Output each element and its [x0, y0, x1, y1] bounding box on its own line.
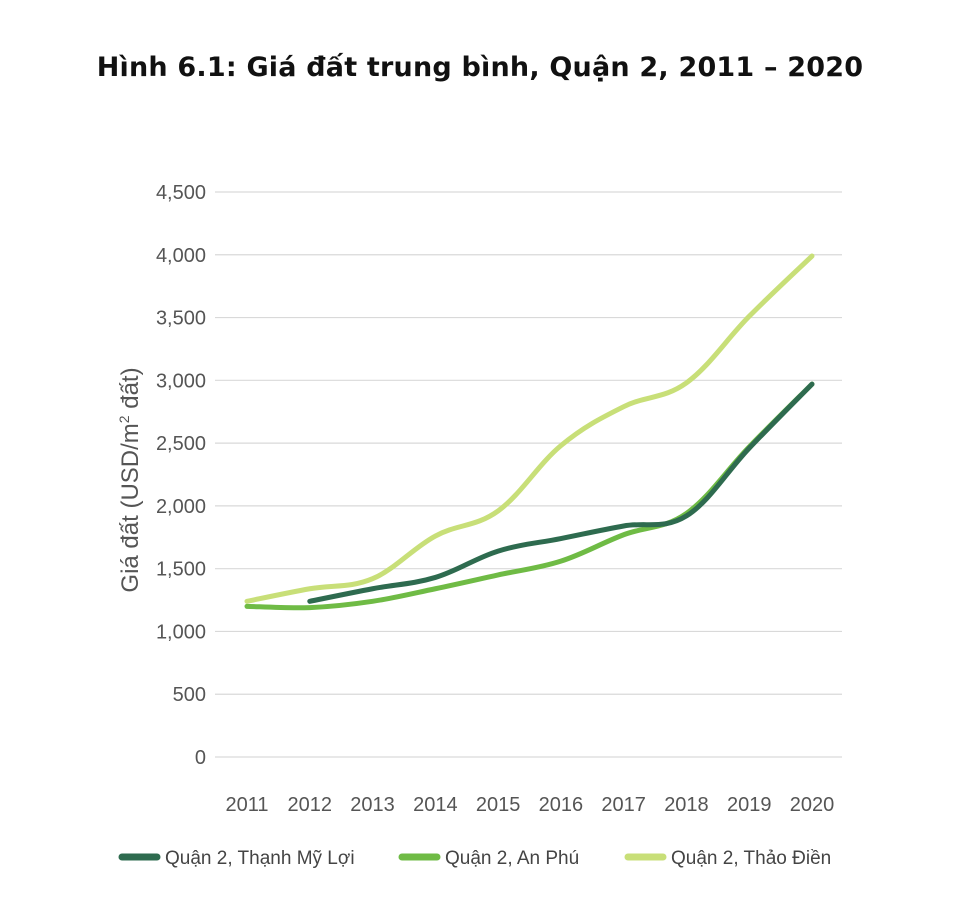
- series-line-1: [307, 381, 815, 604]
- x-tick-label: 2015: [476, 794, 521, 816]
- series-line-2: [244, 381, 815, 611]
- series-lines: [244, 253, 815, 611]
- y-tick-label: 3,500: [156, 308, 206, 330]
- x-tick-label: 2014: [413, 794, 458, 816]
- y-tick-label: 2,500: [156, 433, 206, 455]
- legend-label: Quận 2, Thảo Điền: [671, 848, 831, 869]
- y-tick-label: 2,000: [156, 496, 206, 518]
- y-tick-label: 4,000: [156, 245, 206, 267]
- y-tick-label: 1,500: [156, 559, 206, 581]
- x-tick-label: 2017: [601, 794, 646, 816]
- x-tick-label: 2020: [790, 794, 835, 816]
- y-tick-label: 3,000: [156, 370, 206, 392]
- x-tick-label: 2012: [288, 794, 333, 816]
- x-tick-label: 2013: [350, 794, 395, 816]
- chart-title: Hình 6.1: Giá đất trung bình, Quận 2, 20…: [96, 52, 864, 83]
- y-tick-label: 0: [195, 747, 206, 769]
- x-tick-label: 2018: [664, 794, 709, 816]
- y-tick-label: 4,500: [156, 182, 206, 204]
- y-tick-label: 500: [173, 684, 206, 706]
- y-axis-label-main: Giá đất (USD/m: [117, 423, 144, 592]
- y-axis-ticks: 0 500 1,000 1,500 2,000 2,500 3,000 3,500 4,000 4…: [156, 182, 206, 769]
- y-axis-label: Giá đất (USD/m2 đất): [116, 367, 144, 592]
- x-tick-label: 2016: [539, 794, 584, 816]
- y-axis-label-superscript: 2: [116, 415, 132, 423]
- legend: Quận 2, Thạnh Mỹ Lợi Quận 2, An Phú Quận 2…: [118, 848, 831, 869]
- legend-label: Quận 2, Thạnh Mỹ Lợi: [165, 848, 355, 869]
- series-line-3: [244, 253, 815, 604]
- legend-label: Quận 2, An Phú: [445, 848, 579, 869]
- y-tick-label: 1,000: [156, 621, 206, 643]
- x-tick-label: 2019: [727, 794, 772, 816]
- x-axis-ticks: 2011 2012 2013 2014 2015 2016 2017 2018 2019 2020: [225, 794, 834, 816]
- y-axis-label-end: đất): [117, 367, 144, 415]
- grid-lines: [215, 191, 842, 758]
- x-tick-label: 2011: [225, 794, 268, 816]
